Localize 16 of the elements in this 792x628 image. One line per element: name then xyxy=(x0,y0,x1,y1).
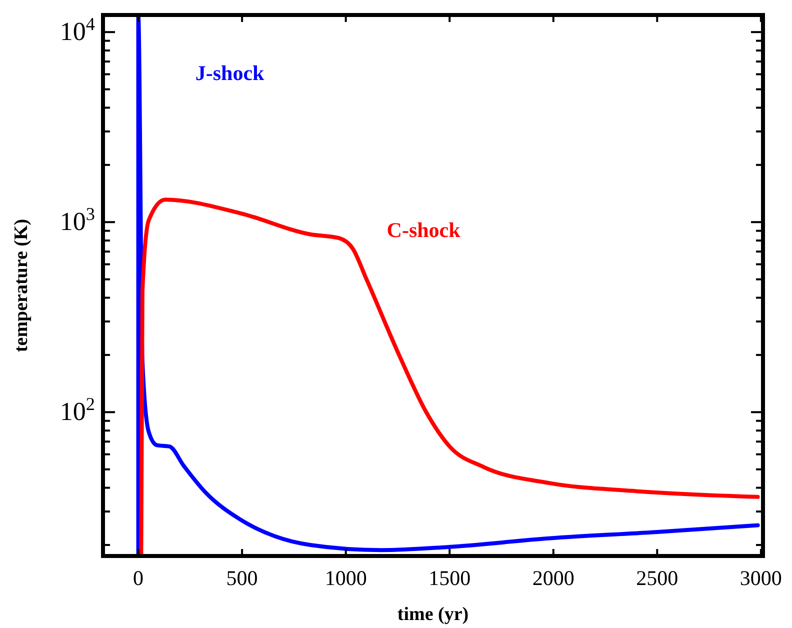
y-tick-label: 10$^{2}$ xyxy=(60,394,95,426)
x-tick-label: 2500 xyxy=(636,566,678,590)
y-axis-title: temperature (K) xyxy=(11,218,32,352)
x-tick-label: 1500 xyxy=(428,566,471,590)
line-series xyxy=(136,15,760,556)
series-label: C-shock xyxy=(386,218,461,242)
y-tick-label: 10$^{4}$ xyxy=(60,14,95,46)
line-series xyxy=(139,198,760,556)
x-tick-label: 2000 xyxy=(532,566,574,590)
x-axis-title: time (yr) xyxy=(397,604,469,625)
x-tick-label: 3000 xyxy=(740,566,782,590)
text: J-shock xyxy=(195,60,265,85)
x-tick-label: 0 xyxy=(133,566,144,590)
x-tick-label: 1000 xyxy=(324,566,367,590)
x-tick-label: 500 xyxy=(226,566,258,590)
y-tick-label: 10$^{3}$ xyxy=(60,204,95,236)
